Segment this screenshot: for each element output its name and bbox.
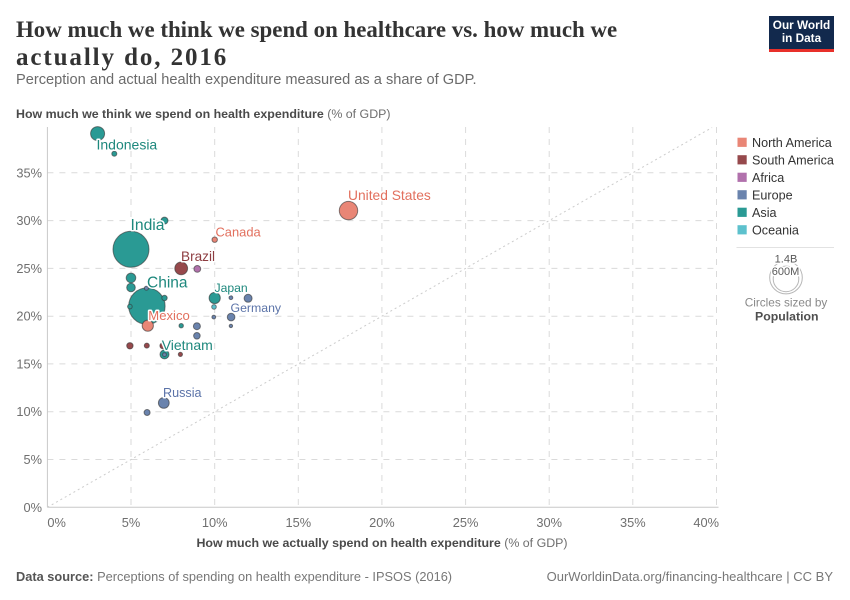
- svg-text:Japan: Japan: [215, 281, 248, 295]
- svg-text:20%: 20%: [369, 515, 395, 530]
- svg-text:25%: 25%: [453, 515, 479, 530]
- svg-text:40%: 40%: [693, 515, 719, 530]
- svg-text:Africa: Africa: [752, 171, 784, 185]
- svg-text:China: China: [147, 274, 188, 291]
- svg-text:Vietnam: Vietnam: [162, 337, 213, 353]
- svg-text:South America: South America: [752, 153, 834, 167]
- svg-text:How much we think we spend on: How much we think we spend on health exp…: [16, 107, 391, 121]
- svg-text:Population: Population: [755, 309, 819, 323]
- svg-text:10%: 10%: [202, 515, 228, 530]
- svg-text:Germany: Germany: [231, 301, 282, 315]
- svg-text:15%: 15%: [285, 515, 311, 530]
- svg-text:0%: 0%: [24, 500, 43, 515]
- svg-text:15%: 15%: [16, 356, 42, 371]
- svg-text:25%: 25%: [16, 261, 42, 276]
- svg-text:30%: 30%: [536, 515, 562, 530]
- svg-text:Asia: Asia: [752, 206, 777, 220]
- svg-text:North America: North America: [752, 136, 832, 150]
- svg-text:Russia: Russia: [163, 386, 202, 400]
- svg-text:United States: United States: [348, 188, 431, 203]
- svg-text:Mexico: Mexico: [148, 308, 189, 323]
- svg-text:1.4B: 1.4B: [775, 254, 798, 266]
- svg-text:How much we actually spend on: How much we actually spend on health exp…: [196, 536, 567, 550]
- svg-text:35%: 35%: [16, 165, 42, 180]
- svg-text:10%: 10%: [16, 404, 42, 419]
- svg-text:5%: 5%: [24, 452, 43, 467]
- svg-text:Europe: Europe: [752, 188, 793, 202]
- svg-text:35%: 35%: [620, 515, 646, 530]
- svg-text:Canada: Canada: [216, 225, 262, 240]
- svg-text:5%: 5%: [122, 515, 141, 530]
- svg-text:20%: 20%: [16, 309, 42, 324]
- svg-text:Indonesia: Indonesia: [97, 137, 158, 153]
- svg-text:Oceania: Oceania: [752, 223, 799, 237]
- svg-text:0%: 0%: [47, 515, 66, 530]
- svg-text:Circles sized by: Circles sized by: [745, 295, 828, 309]
- svg-text:India: India: [131, 217, 165, 234]
- svg-text:Brazil: Brazil: [181, 249, 215, 264]
- svg-text:30%: 30%: [16, 213, 42, 228]
- svg-text:600M: 600M: [772, 266, 800, 278]
